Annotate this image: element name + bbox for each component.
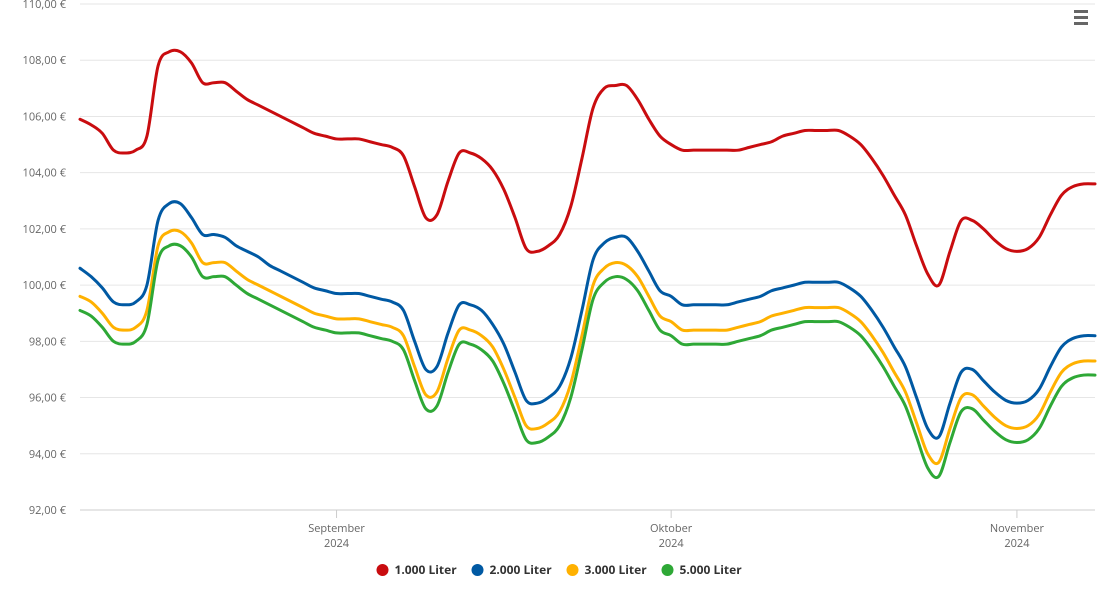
line-chart: 92,00 € 94,00 € 96,00 € 98,00 € 100,00 € 102,… — [0, 0, 1105, 602]
svg-text:2024: 2024 — [659, 536, 685, 551]
svg-text:2024: 2024 — [1004, 536, 1030, 551]
svg-text:96,00 €: 96,00 € — [29, 391, 67, 406]
svg-text:3.000 Liter: 3.000 Liter — [585, 561, 648, 578]
svg-text:104,00 €: 104,00 € — [23, 166, 67, 181]
svg-text:2.000 Liter: 2.000 Liter — [490, 561, 553, 578]
svg-text:5.000 Liter: 5.000 Liter — [680, 561, 743, 578]
chart-menu-button[interactable] — [1069, 6, 1093, 28]
svg-text:108,00 €: 108,00 € — [23, 53, 67, 68]
chart-container: 92,00 € 94,00 € 96,00 € 98,00 € 100,00 € 102,… — [0, 0, 1105, 602]
svg-text:102,00 €: 102,00 € — [23, 222, 67, 237]
svg-text:September: September — [308, 521, 365, 536]
svg-text:November: November — [990, 521, 1045, 536]
svg-text:1.000 Liter: 1.000 Liter — [395, 561, 458, 578]
svg-text:94,00 €: 94,00 € — [29, 447, 67, 462]
svg-text:Oktober: Oktober — [650, 521, 693, 536]
svg-text:2024: 2024 — [324, 536, 350, 551]
svg-text:106,00 €: 106,00 € — [23, 109, 67, 124]
svg-text:100,00 €: 100,00 € — [23, 278, 67, 293]
svg-text:110,00 €: 110,00 € — [23, 0, 67, 12]
svg-text:92,00 €: 92,00 € — [29, 503, 67, 518]
svg-text:98,00 €: 98,00 € — [29, 334, 67, 349]
